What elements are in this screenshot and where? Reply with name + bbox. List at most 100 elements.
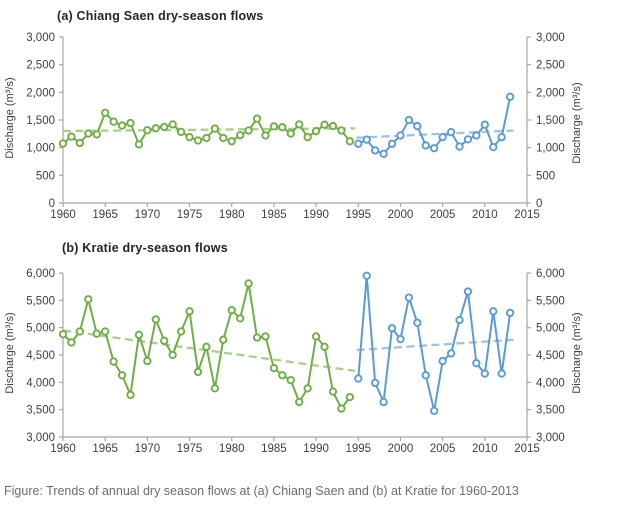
data-marker-flow-1995-2013 (480, 120, 489, 129)
data-marker-flow-1960-1994 (92, 130, 101, 139)
data-marker-flow-1960-1994 (185, 307, 194, 316)
chart-b-yaxis-label-left: Discharge (m³/s) (4, 312, 16, 394)
data-marker-flow-1960-1994 (126, 118, 135, 128)
data-marker-flow-1960-1994 (303, 384, 312, 393)
x-tick-label: 1990 (303, 209, 329, 221)
data-marker-flow-1960-1994 (143, 126, 152, 135)
x-tick-label: 2015 (514, 209, 540, 221)
y-tick-label-left: 4,000 (26, 377, 55, 389)
data-marker-flow-1995-2013 (421, 141, 430, 150)
data-marker-flow-1960-1994 (168, 350, 177, 360)
x-tick-label: 2000 (388, 443, 414, 455)
data-marker-flow-1995-2013 (438, 133, 447, 142)
data-marker-flow-1995-2013 (379, 397, 388, 407)
data-marker-flow-1995-2013 (396, 334, 405, 344)
data-marker-flow-1960-1994 (328, 121, 338, 131)
data-marker-flow-1960-1994 (84, 129, 93, 138)
data-marker-flow-1960-1994 (219, 133, 228, 143)
x-tick-label: 1975 (177, 443, 203, 455)
data-marker-flow-1960-1994 (168, 120, 177, 129)
x-tick-label: 1995 (345, 443, 371, 455)
x-tick-label: 1985 (261, 443, 287, 455)
data-marker-flow-1995-2013 (404, 115, 414, 125)
y-tick-label-left: 5,500 (26, 295, 55, 307)
data-marker-flow-1960-1994 (75, 327, 85, 336)
y-tick-label-right: 500 (536, 170, 555, 182)
data-marker-flow-1960-1994 (328, 387, 338, 396)
data-marker-flow-1960-1994 (303, 133, 312, 142)
data-marker-flow-1995-2013 (497, 133, 506, 142)
y-tick-label-left: 500 (36, 170, 55, 182)
data-marker-flow-1995-2013 (370, 378, 380, 388)
data-marker-flow-1995-2013 (413, 121, 422, 131)
y-tick-label-right: 3,000 (536, 432, 565, 444)
y-tick-label-left: 1,500 (26, 115, 55, 127)
data-marker-flow-1995-2013 (396, 131, 405, 140)
data-marker-flow-1960-1994 (252, 114, 262, 123)
data-marker-flow-1995-2013 (505, 92, 515, 101)
y-tick-label-left: 1,000 (26, 143, 55, 155)
x-tick-label: 2010 (472, 209, 498, 221)
data-marker-flow-1960-1994 (295, 397, 304, 407)
y-tick-label-left: 4,500 (26, 350, 55, 362)
x-tick-label: 1980 (219, 209, 245, 221)
data-marker-flow-1960-1994 (117, 371, 127, 380)
data-marker-flow-1960-1994 (134, 330, 144, 339)
data-marker-flow-1960-1994 (202, 133, 211, 143)
data-marker-flow-1960-1994 (101, 327, 110, 336)
data-marker-flow-1960-1994 (278, 123, 287, 132)
x-tick-label: 2005 (430, 443, 456, 455)
data-marker-flow-1960-1994 (176, 327, 186, 336)
data-marker-flow-1995-2013 (354, 374, 363, 383)
data-marker-flow-1995-2013 (379, 149, 388, 158)
data-marker-flow-1960-1994 (134, 140, 144, 149)
x-tick-label: 1985 (261, 209, 287, 221)
data-marker-flow-1960-1994 (143, 356, 152, 366)
data-marker-flow-1960-1994 (269, 363, 279, 373)
data-marker-flow-1960-1994 (236, 314, 245, 323)
data-marker-flow-1960-1994 (278, 371, 287, 380)
data-marker-flow-1960-1994 (160, 122, 169, 132)
data-marker-flow-1960-1994 (101, 108, 110, 117)
data-marker-flow-1960-1994 (84, 295, 93, 304)
data-marker-flow-1995-2013 (446, 349, 456, 358)
data-marker-flow-1960-1994 (210, 384, 220, 393)
x-tick-label: 2010 (472, 443, 498, 455)
data-marker-flow-1995-2013 (455, 315, 464, 325)
x-tick-label: 1995 (345, 209, 371, 221)
data-marker-flow-1960-1994 (58, 139, 68, 148)
x-tick-label: 1960 (50, 443, 76, 455)
data-marker-flow-1960-1994 (252, 333, 262, 342)
data-marker-flow-1960-1994 (151, 124, 160, 133)
y-tick-label-right: 2,500 (536, 60, 565, 72)
data-marker-flow-1995-2013 (354, 139, 363, 148)
data-marker-flow-1960-1994 (261, 332, 270, 341)
data-marker-flow-1960-1994 (345, 392, 354, 402)
data-marker-flow-1995-2013 (497, 369, 506, 378)
data-marker-flow-1995-2013 (404, 293, 414, 302)
x-tick-label: 1965 (92, 209, 118, 221)
data-marker-flow-1960-1994 (176, 127, 186, 137)
data-marker-flow-1995-2013 (472, 131, 481, 140)
data-marker-flow-1960-1994 (286, 375, 295, 385)
data-marker-flow-1960-1994 (109, 357, 118, 366)
data-marker-flow-1960-1994 (345, 137, 354, 146)
y-tick-label-left: 6,000 (26, 268, 55, 280)
data-marker-flow-1995-2013 (362, 135, 371, 144)
chart-a-canvas: 0 0 500 500 1,000 1,000 1,500 1,500 2,000 2,000 2,… (26, 32, 565, 221)
y-tick-label-right: 4,000 (536, 377, 565, 389)
y-tick-label-left: 0 (49, 198, 55, 210)
x-tick-label: 1965 (92, 443, 118, 455)
data-marker-flow-1995-2013 (430, 406, 439, 415)
data-marker-flow-1960-1994 (337, 126, 346, 135)
data-marker-flow-1960-1994 (311, 126, 321, 136)
y-tick-label-left: 3,000 (26, 32, 55, 44)
data-marker-flow-1995-2013 (387, 139, 397, 148)
x-tick-label: 1980 (219, 443, 245, 455)
data-marker-flow-1995-2013 (446, 128, 456, 137)
figure-caption: Figure: Trends of annual dry season flow… (4, 484, 519, 498)
y-tick-label-right: 3,500 (536, 405, 565, 417)
x-tick-label: 2000 (388, 209, 414, 221)
data-marker-flow-1960-1994 (193, 136, 203, 145)
data-marker-flow-1995-2013 (463, 287, 473, 296)
